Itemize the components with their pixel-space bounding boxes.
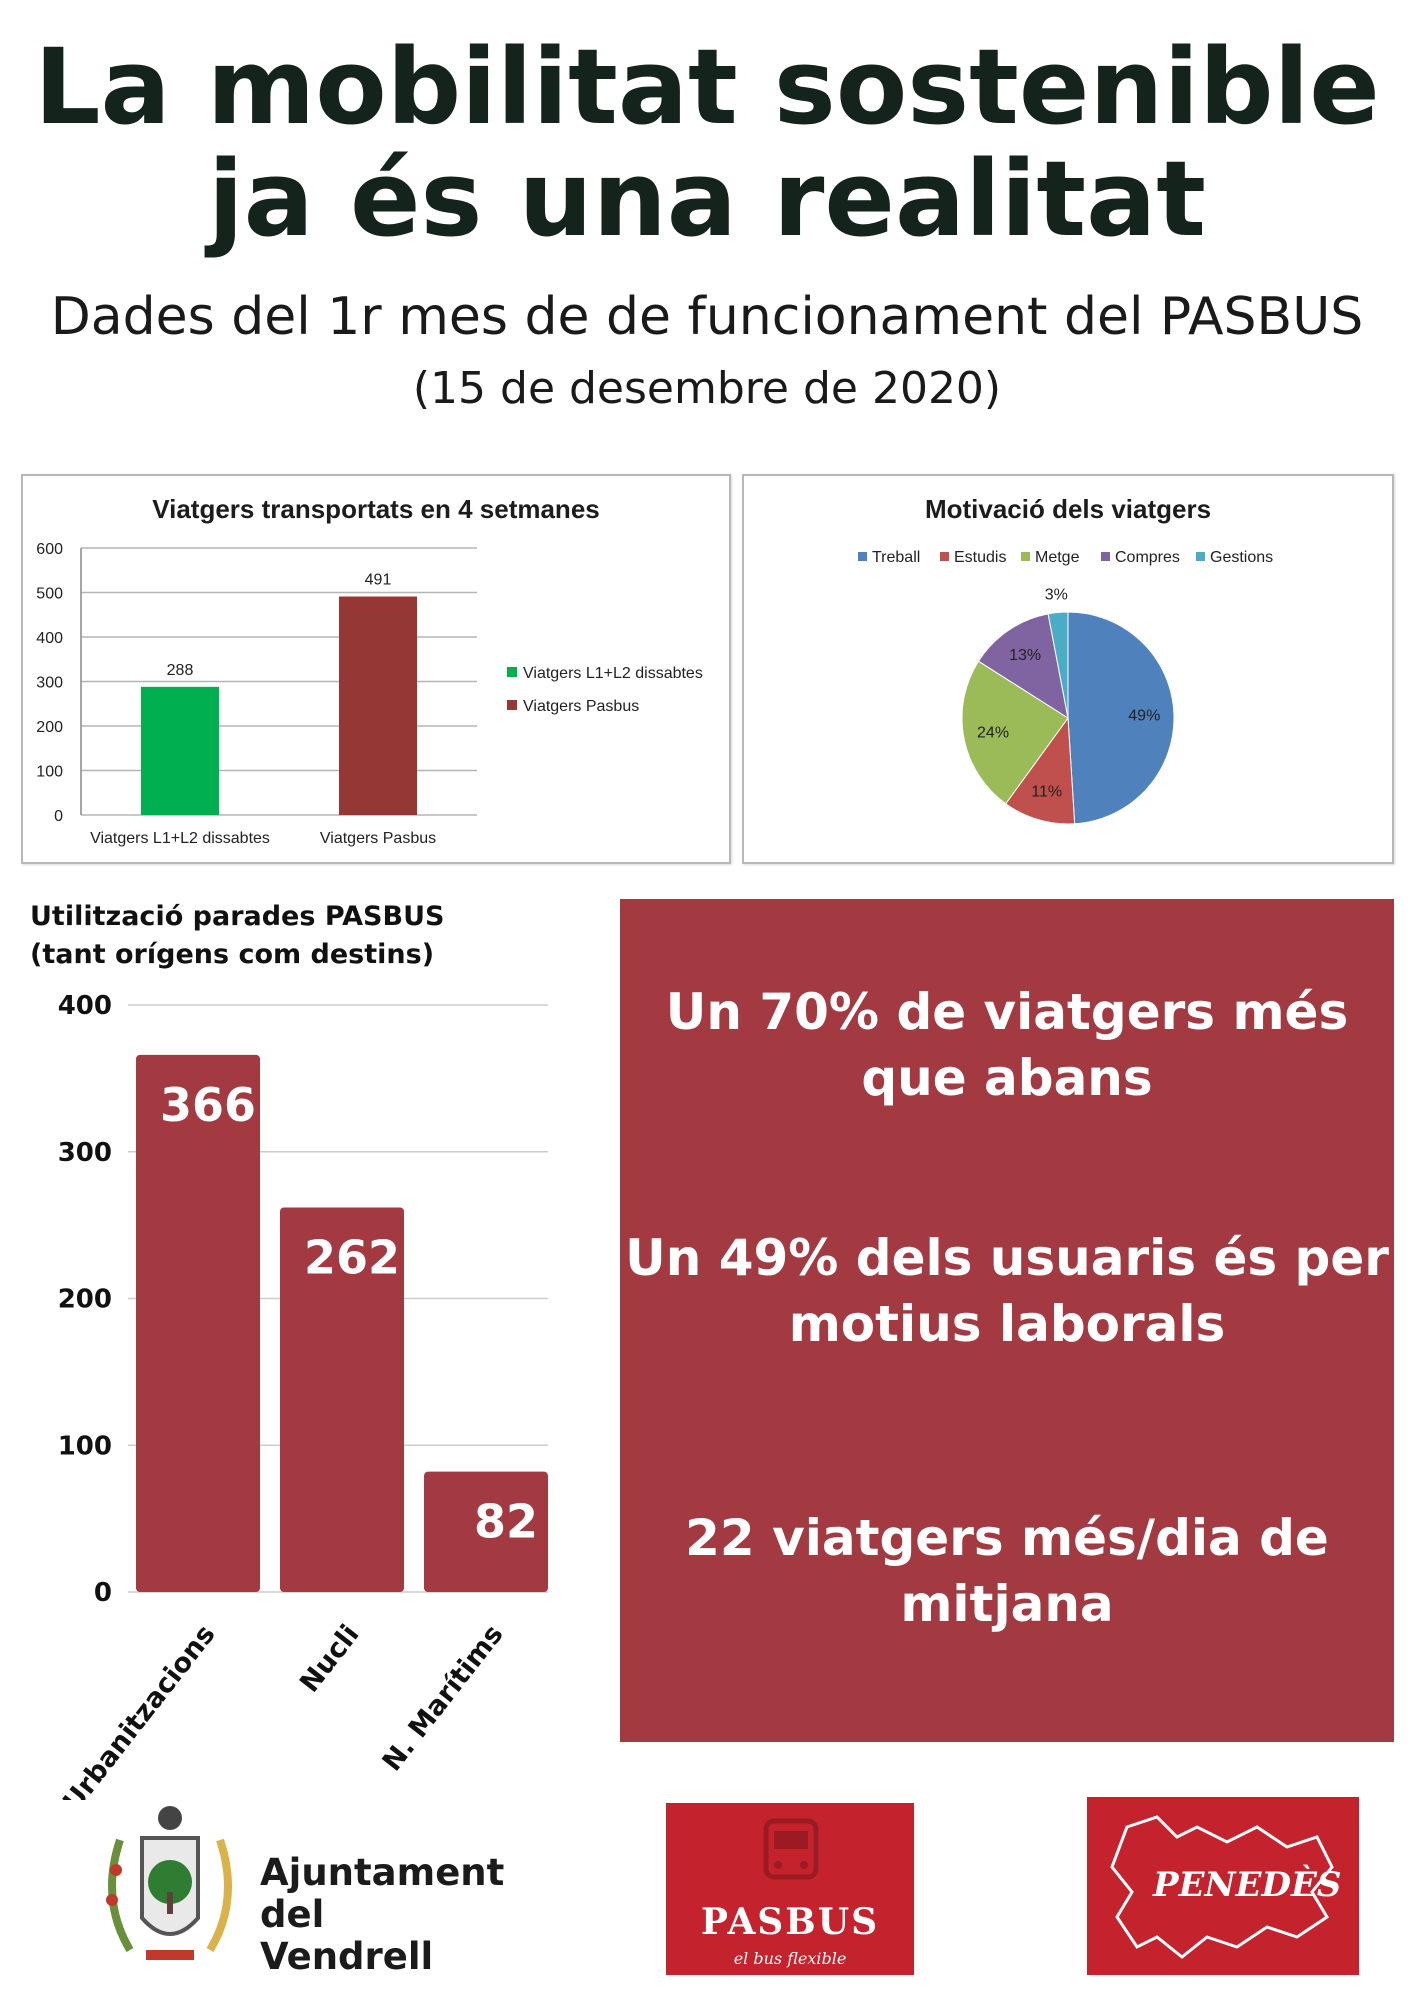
- y-tick-label: 200: [36, 719, 63, 736]
- bar: [136, 1054, 260, 1592]
- motivation-pie-chart: Motivació dels viatgers Treball Estudis Met…: [858, 494, 1273, 825]
- legend-label: Estudis: [954, 549, 1006, 566]
- facts-box: Un 70% de viatgers més que abans Un 49% …: [620, 899, 1394, 1742]
- pie-value-label: 49%: [1128, 708, 1160, 725]
- y-tick-label: 300: [58, 1138, 112, 1168]
- y-tick-label: 600: [36, 541, 63, 558]
- bar-value-label: 262: [304, 1231, 400, 1285]
- bar-value-label: 288: [167, 662, 194, 679]
- legend-swatch: [1196, 552, 1205, 561]
- fact-passenger-increase: Un 70% de viatgers més que abans: [665, 983, 1349, 1107]
- bar: [141, 686, 219, 815]
- pie-slice: [961, 660, 1069, 805]
- passengers-chart-panel: Viatgers transportats en 4 setmanes 0 100 2…: [21, 474, 731, 864]
- stops-chart-title-line1: Utilització parades PASBUS: [30, 901, 445, 932]
- legend-label: Compres: [1115, 549, 1180, 566]
- bar-chart-title: Viatgers transportats en 4 setmanes: [152, 494, 599, 524]
- x-tick-label: N. Marítims: [377, 1619, 510, 1777]
- pie-slice: [1067, 611, 1175, 825]
- y-tick-label: 100: [36, 764, 63, 781]
- bar-value-label: 366: [160, 1078, 256, 1132]
- pie-value-label: 11%: [1031, 783, 1062, 800]
- legend-label: Metge: [1035, 549, 1080, 566]
- fact-daily-average: 22 viatgers més/dia de mitjana: [685, 1509, 1329, 1633]
- x-tick-label: Nucli: [294, 1619, 365, 1698]
- pasbus-wordmark: PASBUS: [700, 1901, 880, 1943]
- x-tick-label: Viatgers L1+L2 dissabtes: [90, 830, 270, 847]
- pie-value-label: 3%: [1045, 587, 1068, 604]
- pie-slice: [977, 613, 1069, 720]
- y-tick-label: 500: [36, 586, 63, 603]
- bar-value-label: 491: [365, 572, 392, 589]
- legend-swatch: [507, 700, 517, 710]
- y-tick-label: 0: [54, 808, 63, 825]
- legend-label: Treball: [872, 549, 920, 566]
- legend-label: Viatgers L1+L2 dissabtes: [523, 665, 703, 682]
- y-tick-label: 300: [36, 675, 63, 692]
- bar: [424, 1471, 548, 1592]
- page-title-line2: ja és una realitat: [207, 138, 1207, 260]
- pie-slice: [1047, 611, 1069, 719]
- legend-swatch: [1021, 552, 1030, 561]
- penedes-wordmark: PENEDÈS: [1153, 1865, 1342, 1905]
- page-date: (15 de desembre de 2020): [412, 363, 1002, 414]
- x-tick-label: Urbanitzacions: [57, 1619, 221, 1800]
- y-tick-label: 400: [58, 991, 112, 1021]
- legend-swatch: [1101, 552, 1110, 561]
- vendrell-line1: Ajuntament: [260, 1851, 505, 1894]
- bus-icon: [763, 1818, 819, 1880]
- legend-swatch: [507, 667, 517, 677]
- pie-value-label: 24%: [977, 724, 1009, 741]
- passengers-bar-chart: Viatgers transportats en 4 setmanes 0 100 2…: [36, 494, 703, 847]
- legend-label: Gestions: [1210, 549, 1273, 566]
- page-title-line1: La mobilitat sostenible: [34, 26, 1380, 148]
- y-tick-label: 0: [94, 1578, 112, 1608]
- legend-swatch: [940, 552, 949, 561]
- bar-value-label: 82: [474, 1495, 538, 1549]
- page-subtitle: Dades del 1r mes de de funcionament del …: [50, 287, 1364, 347]
- pasbus-logo: PASBUS el bus flexible: [666, 1803, 914, 1975]
- pie-slice: [1004, 716, 1076, 825]
- pie-chart-title: Motivació dels viatgers: [925, 494, 1211, 524]
- pie-value-label: 13%: [1009, 647, 1041, 664]
- fact-work-reasons: Un 49% dels usuaris és per motius labora…: [625, 1229, 1389, 1353]
- vendrell-line2: del Vendrell: [260, 1893, 434, 1978]
- legend-swatch: [858, 552, 867, 561]
- y-tick-label: 200: [58, 1285, 112, 1315]
- region-map-icon: [1110, 1815, 1334, 1959]
- x-tick-label: Viatgers Pasbus: [320, 830, 436, 847]
- bar: [280, 1207, 404, 1592]
- coat-of-arms-icon: [106, 1806, 232, 1960]
- stops-bar-chart: 0 100 200 300 400 366 Urbanitzacions 262 Nucli 82…: [57, 991, 548, 1800]
- vendrell-wordmark: Ajuntament del Vendrell: [260, 1852, 510, 1978]
- legend-label: Viatgers Pasbus: [523, 698, 639, 715]
- penedes-logo: PENEDÈS: [1087, 1797, 1359, 1975]
- bar: [339, 596, 417, 815]
- y-tick-label: 400: [36, 630, 63, 647]
- y-tick-label: 100: [58, 1431, 112, 1461]
- stops-chart-title: Utilització parades PASBUS (tant orígens…: [30, 898, 470, 974]
- vendrell-logo: Ajuntament del Vendrell: [90, 1800, 510, 1980]
- motivation-chart-panel: Motivació dels viatgers Treball Estudis Met…: [742, 474, 1394, 864]
- stops-chart-title-line2: (tant orígens com destins): [30, 939, 435, 970]
- pasbus-tagline: el bus flexible: [733, 1949, 847, 1968]
